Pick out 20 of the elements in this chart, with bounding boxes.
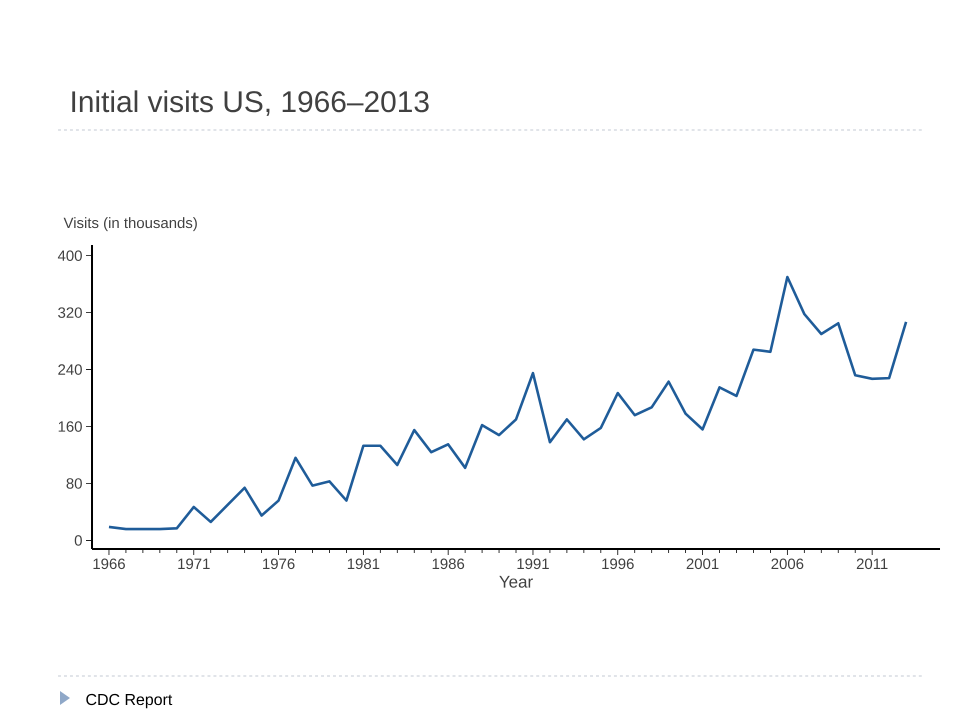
y-tick-label: 0 bbox=[74, 535, 82, 546]
x-axis-title: Year bbox=[499, 576, 533, 588]
x-tick-label: 2001 bbox=[686, 558, 718, 570]
x-tick-label: 1981 bbox=[348, 558, 380, 570]
x-tick-label: 2011 bbox=[856, 558, 888, 570]
x-tick-label: 1976 bbox=[263, 558, 295, 570]
y-tick-label: 80 bbox=[66, 478, 82, 489]
x-tick-label: 1966 bbox=[93, 558, 125, 570]
y-tick-label: 320 bbox=[58, 307, 82, 318]
x-tick-label: 1986 bbox=[432, 558, 464, 570]
y-tick-label: 240 bbox=[58, 364, 82, 375]
x-tick-label: 1971 bbox=[178, 558, 210, 570]
x-tick-label: 1996 bbox=[602, 558, 634, 570]
text: CDC Report bbox=[86, 694, 172, 708]
x-tick-label: 2006 bbox=[771, 558, 804, 570]
y-axis-title: Visits (in thousands) bbox=[64, 217, 197, 232]
y-tick-label: 400 bbox=[58, 250, 82, 261]
chart-title: Initial visits US, 1966–2013 bbox=[72, 90, 429, 116]
x-tick-label: 1991 bbox=[517, 558, 549, 570]
y-tick-label: 160 bbox=[58, 421, 82, 432]
